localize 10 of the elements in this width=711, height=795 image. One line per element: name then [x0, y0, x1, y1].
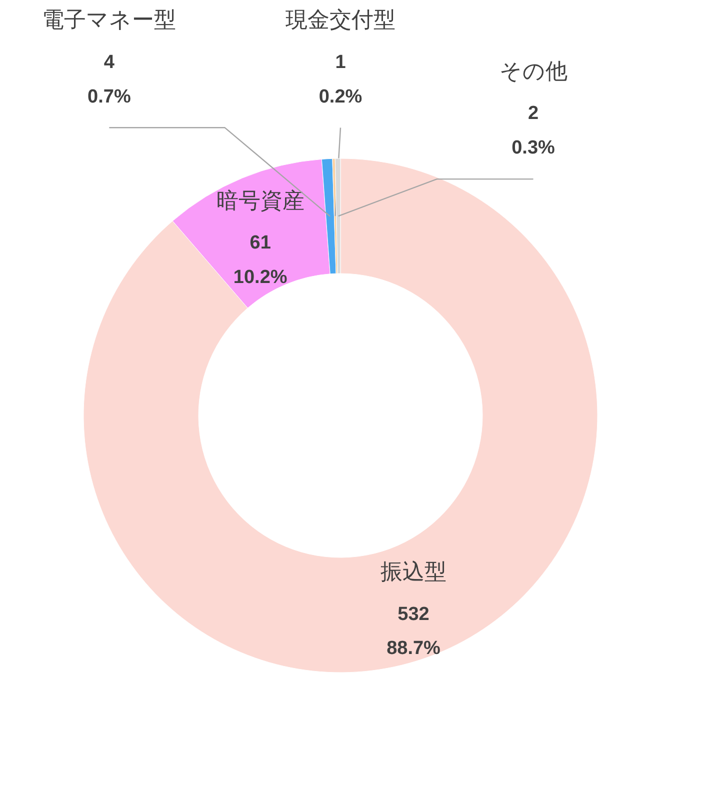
slice-label: 現金交付型 — [286, 7, 396, 32]
slice-label: 暗号資産 — [216, 188, 304, 213]
data-label: 61 10.2% — [233, 232, 288, 288]
slice-label: 振込型 — [380, 559, 447, 584]
data-label: 1 0.2% — [318, 52, 362, 108]
slice-label: 電子マネー型 — [42, 7, 176, 32]
slice-label: その他 — [499, 58, 568, 84]
data-label: 532 88.7% — [386, 604, 441, 660]
data-label: 2 0.3% — [512, 103, 556, 159]
data-label: 4 0.7% — [88, 52, 131, 108]
